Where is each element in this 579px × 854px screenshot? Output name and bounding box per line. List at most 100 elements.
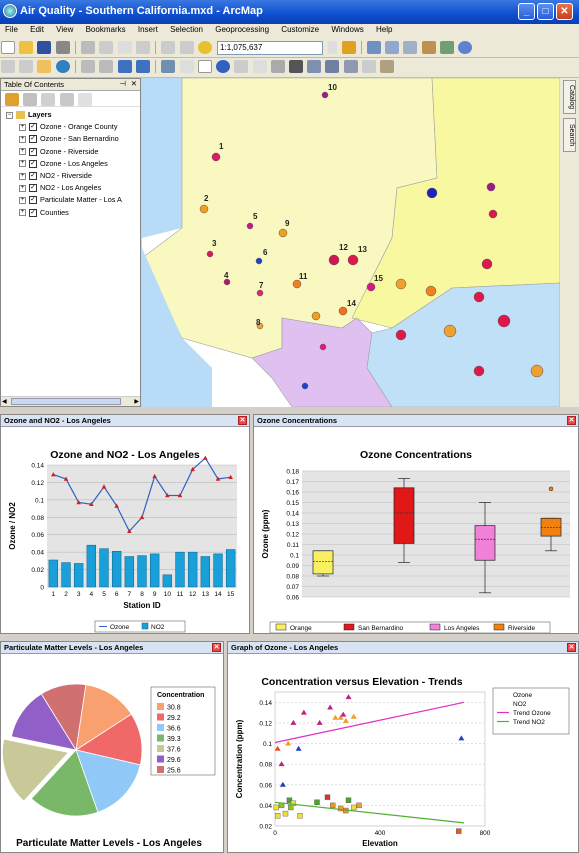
expand-icon[interactable]: + bbox=[19, 123, 26, 131]
paste-icon[interactable] bbox=[117, 41, 132, 54]
copy-icon[interactable] bbox=[99, 41, 114, 54]
undo-icon[interactable] bbox=[161, 41, 176, 54]
select-features-icon[interactable] bbox=[161, 60, 176, 73]
expand-icon[interactable]: + bbox=[19, 148, 26, 156]
save-icon[interactable] bbox=[37, 41, 52, 54]
hyperlink-icon[interactable] bbox=[234, 60, 249, 73]
toc-horizontal-scrollbar[interactable]: ◀ ▶ bbox=[1, 396, 140, 406]
new-document-icon[interactable] bbox=[1, 41, 15, 54]
fixed-zoom-in-icon[interactable] bbox=[81, 60, 96, 73]
close-button[interactable]: ✕ bbox=[556, 3, 573, 20]
map-scale-input[interactable]: 1:1,075,637 bbox=[217, 40, 324, 55]
maximize-button[interactable]: □ bbox=[537, 3, 554, 20]
close-icon[interactable]: ✕ bbox=[212, 643, 221, 652]
back-extent-icon[interactable] bbox=[117, 60, 132, 73]
zoom-out-icon[interactable] bbox=[19, 60, 34, 73]
swipe-icon[interactable] bbox=[380, 60, 395, 73]
measure-icon[interactable] bbox=[270, 60, 285, 73]
find-icon[interactable] bbox=[288, 60, 303, 73]
forward-extent-icon[interactable] bbox=[135, 60, 150, 73]
expand-icon[interactable]: + bbox=[19, 160, 26, 168]
menu-selection[interactable]: Selection bbox=[170, 25, 204, 34]
layer-row[interactable]: + ✓ Ozone - Orange County bbox=[19, 122, 140, 134]
select-elements-icon[interactable] bbox=[197, 60, 212, 73]
menu-help[interactable]: Help bbox=[376, 25, 393, 34]
menu-customize[interactable]: Customize bbox=[281, 25, 320, 34]
pan-icon[interactable] bbox=[37, 60, 52, 73]
cut-icon[interactable] bbox=[81, 41, 96, 54]
add-data-icon[interactable] bbox=[197, 41, 212, 54]
collapse-icon[interactable]: − bbox=[6, 111, 13, 119]
menu-edit[interactable]: Edit bbox=[30, 25, 44, 34]
print-icon[interactable] bbox=[55, 41, 70, 54]
minimize-button[interactable]: _ bbox=[518, 3, 535, 20]
expand-icon[interactable]: + bbox=[19, 135, 26, 143]
redo-icon[interactable] bbox=[179, 41, 194, 54]
arctoolbox-icon[interactable] bbox=[421, 41, 436, 54]
layer-row[interactable]: + ✓ NO2 - Los Angeles bbox=[19, 183, 140, 195]
menu-bookmarks[interactable]: Bookmarks bbox=[85, 25, 126, 34]
scroll-thumb[interactable] bbox=[11, 398, 121, 405]
help-icon[interactable] bbox=[458, 41, 473, 54]
map-view[interactable]: 1 2 3 4 5 6 7 8 9 10 11 12 13 14 15 bbox=[142, 78, 560, 407]
editor-toolbar-icon[interactable] bbox=[341, 41, 356, 54]
catalog-window-icon[interactable] bbox=[385, 41, 400, 54]
close-icon[interactable]: ✕ bbox=[238, 416, 247, 425]
time-slider-icon[interactable] bbox=[343, 60, 358, 73]
layer-row[interactable]: + ✓ Ozone - Los Angeles bbox=[19, 159, 140, 171]
list-by-visibility-icon[interactable] bbox=[41, 93, 56, 106]
layer-row[interactable]: + ✓ Particulate Matter - Los A bbox=[19, 195, 140, 207]
delete-icon[interactable] bbox=[135, 41, 150, 54]
pin-icon[interactable]: ⊣ bbox=[119, 79, 126, 88]
python-window-icon[interactable] bbox=[439, 41, 454, 54]
open-folder-icon[interactable] bbox=[19, 41, 34, 54]
layer-visibility-checkbox[interactable]: ✓ bbox=[29, 159, 37, 168]
layer-visibility-checkbox[interactable]: ✓ bbox=[29, 208, 37, 217]
box bbox=[393, 487, 415, 544]
layer-visibility-checkbox[interactable]: ✓ bbox=[29, 196, 37, 205]
zoom-in-icon[interactable] bbox=[1, 60, 15, 73]
chevron-down-icon[interactable] bbox=[328, 41, 338, 54]
layer-visibility-checkbox[interactable]: ✓ bbox=[29, 172, 37, 181]
expand-icon[interactable]: + bbox=[19, 209, 26, 217]
create-viewer-window-icon[interactable] bbox=[361, 60, 376, 73]
catalog-tab[interactable]: Catalog bbox=[563, 80, 576, 114]
list-by-selection-icon[interactable] bbox=[59, 93, 74, 106]
clear-selection-icon[interactable] bbox=[179, 60, 194, 73]
html-popup-icon[interactable] bbox=[252, 60, 267, 73]
go-to-xy-icon[interactable] bbox=[325, 60, 340, 73]
expand-icon[interactable]: + bbox=[19, 172, 26, 180]
table-of-contents-icon[interactable] bbox=[366, 41, 381, 54]
fixed-zoom-out-icon[interactable] bbox=[99, 60, 114, 73]
layer-row[interactable]: + ✓ NO2 - Riverside bbox=[19, 171, 140, 183]
layer-visibility-checkbox[interactable]: ✓ bbox=[29, 123, 37, 132]
full-extent-icon[interactable] bbox=[55, 60, 70, 73]
layer-row[interactable]: + ✓ Ozone - San Bernardino bbox=[19, 134, 140, 146]
close-icon[interactable]: ✕ bbox=[567, 416, 576, 425]
find-route-icon[interactable] bbox=[307, 60, 322, 73]
menu-file[interactable]: File bbox=[5, 25, 18, 34]
search-tab[interactable]: Search bbox=[563, 118, 576, 152]
options-icon[interactable] bbox=[77, 93, 92, 106]
close-icon[interactable]: ✕ bbox=[130, 79, 137, 88]
close-icon[interactable]: ✕ bbox=[567, 643, 576, 652]
scroll-left-icon[interactable]: ◀ bbox=[2, 399, 7, 405]
menu-insert[interactable]: Insert bbox=[137, 25, 158, 34]
menu-geoprocessing[interactable]: Geoprocessing bbox=[215, 25, 270, 34]
menu-view[interactable]: View bbox=[56, 25, 74, 34]
layer-visibility-checkbox[interactable]: ✓ bbox=[29, 147, 37, 156]
search-window-icon[interactable] bbox=[403, 41, 418, 54]
layer-row[interactable]: + ✓ Counties bbox=[19, 208, 140, 220]
expand-icon[interactable]: + bbox=[19, 196, 26, 204]
list-by-source-icon[interactable] bbox=[23, 93, 38, 106]
list-by-drawing-order-icon[interactable] bbox=[5, 93, 19, 106]
layer-visibility-checkbox[interactable]: ✓ bbox=[29, 184, 37, 193]
menu-windows[interactable]: Windows bbox=[331, 25, 364, 34]
expand-icon[interactable]: + bbox=[19, 184, 26, 192]
layer-visibility-checkbox[interactable]: ✓ bbox=[29, 135, 37, 144]
scroll-right-icon[interactable]: ▶ bbox=[134, 399, 139, 405]
identify-icon[interactable] bbox=[216, 60, 231, 73]
layers-root[interactable]: − Layers bbox=[6, 110, 140, 122]
layer-row[interactable]: + ✓ Ozone - Riverside bbox=[19, 147, 140, 159]
